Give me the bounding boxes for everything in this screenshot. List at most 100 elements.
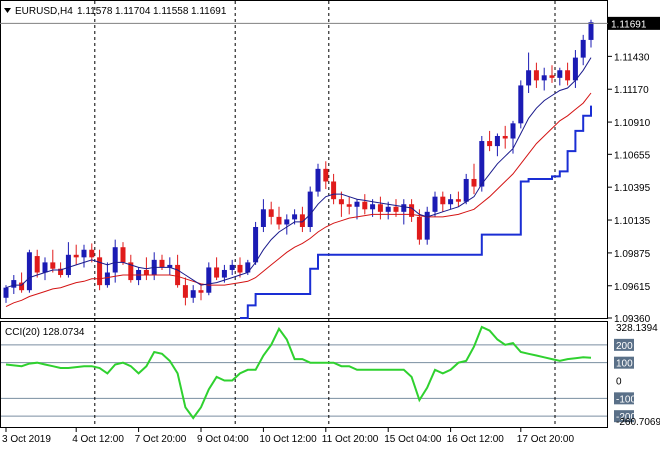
candle-body — [34, 256, 40, 273]
time-tick-label: 9 Oct 04:00 — [197, 434, 249, 445]
price-tick-label: 1.10910 — [614, 118, 651, 129]
cci-level-tag — [614, 338, 634, 351]
candle-body — [307, 191, 313, 227]
ohlc-high: 1.11704 — [115, 6, 151, 17]
candle-body — [338, 199, 344, 205]
candle-body — [401, 204, 407, 212]
cci-panel[interactable] — [0, 321, 608, 428]
candle-body — [237, 264, 243, 273]
candle-body — [97, 257, 103, 286]
price-tick-label: 1.10655 — [614, 150, 651, 161]
candle-body — [315, 168, 321, 192]
candle-body — [120, 247, 126, 263]
cci-tick-label: -100 — [616, 394, 636, 405]
time-tick-label: 4 Oct 12:00 — [72, 434, 124, 445]
candle-body — [221, 269, 227, 278]
time-tick-label: 11 Oct 20:00 — [322, 434, 379, 445]
time-tick-label: 10 Oct 12:00 — [259, 434, 317, 445]
candle-body — [463, 178, 469, 202]
current-price-box — [608, 16, 660, 30]
candle-body — [198, 290, 204, 293]
candle-body — [448, 199, 454, 205]
period-separators — [94, 1, 556, 427]
candle-body — [26, 252, 32, 291]
candle-body — [206, 267, 212, 293]
candle-body — [65, 254, 71, 276]
candle-body — [424, 211, 430, 240]
candle-body — [409, 204, 415, 217]
price-tick-label: 1.11430 — [614, 52, 650, 63]
candle-body — [393, 206, 399, 212]
price-tick-label: 1.09875 — [614, 249, 651, 260]
time-axis: 3 Oct 2019 4 Oct 12:00 7 Oct 20:00 9 Oct 04… — [2, 428, 574, 445]
time-tick-label: 3 Oct 2019 — [2, 434, 51, 445]
price-tick-label: 1.11170 — [614, 85, 649, 96]
price-panel[interactable] — [0, 0, 608, 319]
candle-body — [331, 181, 337, 200]
candle-body — [416, 216, 422, 240]
cci-label: CCI(20) 128.0734 — [5, 327, 85, 338]
candle-body — [565, 70, 571, 81]
candle-body — [42, 262, 48, 273]
cci-level-tag — [614, 356, 634, 369]
candle-body — [19, 282, 25, 291]
time-tick-label: 7 Oct 20:00 — [135, 434, 187, 445]
candle-body — [455, 199, 461, 202]
cci-tick-label: 200 — [616, 341, 633, 352]
ohlc-open: 1.11578 — [77, 6, 113, 17]
candle-body — [253, 226, 259, 263]
symbol-timeframe: EURUSD,H4 — [15, 6, 73, 17]
candle-body — [440, 196, 446, 205]
candle-body — [58, 268, 64, 276]
candle-body — [159, 259, 165, 268]
step-line — [240, 105, 592, 319]
candle-body — [323, 168, 329, 182]
candle-body — [81, 249, 87, 258]
candle-body — [385, 206, 391, 212]
cci-line — [5, 325, 592, 420]
time-tick-label: 17 Oct 20:00 — [517, 434, 575, 445]
cci-level-tag — [614, 392, 634, 405]
candle-body — [432, 196, 438, 212]
candle-body — [245, 262, 251, 273]
candle-body — [588, 22, 594, 40]
candle-body — [479, 141, 485, 187]
candle-body — [541, 75, 547, 81]
candle-body — [299, 214, 305, 227]
candle-body — [175, 264, 181, 286]
candle-body — [580, 39, 586, 58]
candle-body — [533, 70, 539, 81]
price-tick-label: 1.10135 — [614, 216, 651, 227]
candle-body — [377, 204, 383, 212]
candle-body — [89, 249, 95, 258]
candle-body — [276, 216, 282, 225]
candle-body — [284, 219, 290, 225]
candle-body — [487, 141, 493, 147]
price-tick-label: 1.10395 — [614, 183, 651, 194]
price-tick-label: 1.09360 — [614, 314, 651, 325]
cci-tick-label: -260.7069 — [616, 417, 660, 428]
price-tick-label: 1.09615 — [614, 282, 651, 293]
cci-tick-label: 0 — [616, 377, 622, 388]
cci-tick-label: -200 — [616, 412, 636, 423]
candle-body — [214, 267, 220, 278]
candle-body — [549, 75, 555, 78]
current-price-label: 1.11691 — [611, 19, 647, 30]
collapse-triangle-icon[interactable] — [4, 8, 11, 13]
cci-axis: 328.1394 200 100 0 -100 -200-260.7069 — [614, 323, 660, 428]
candle-body — [510, 123, 516, 139]
candle-body — [190, 290, 196, 298]
candle-body — [370, 204, 376, 210]
candle-body — [502, 135, 508, 139]
candle-body — [50, 262, 56, 269]
candle-body — [128, 262, 134, 281]
ohlc-low: 1.11558 — [153, 6, 189, 17]
cci-tick-label: 100 — [616, 359, 633, 370]
candle-body — [518, 85, 524, 124]
ma-slow-line — [5, 92, 592, 308]
candle-body — [182, 285, 188, 298]
candle-body — [143, 269, 149, 276]
candle-body — [526, 70, 532, 86]
